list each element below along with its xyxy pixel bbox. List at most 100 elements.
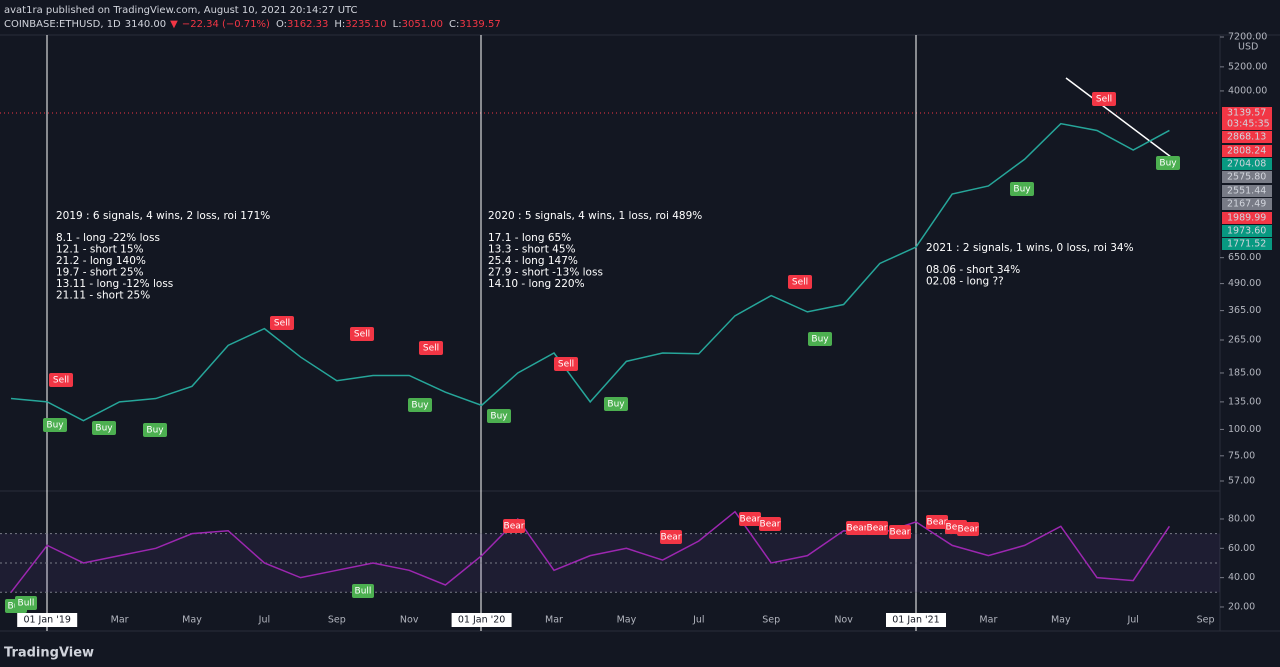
signal-badge (419, 341, 443, 355)
signal-label: Sell (423, 344, 439, 354)
x-tick-label: Mar (111, 615, 129, 626)
signal-badge (1092, 92, 1116, 106)
rsi-tick-label: 40.00 (1228, 572, 1255, 583)
annotation-title: 2019 : 6 signals, 4 wins, 2 loss, roi 17… (56, 210, 270, 222)
x-tick-label: 01 Jan '20 (458, 615, 505, 626)
rsi-tick-label: 20.00 (1228, 601, 1255, 612)
signal-label: Bull (18, 599, 35, 609)
annotation-line: 13.3 - short 45% (488, 244, 576, 256)
signal-label: Bear (946, 523, 967, 533)
price-tag-label: 3139.57 (1227, 108, 1266, 119)
price-tag-label: 1771.52 (1227, 239, 1266, 250)
x-tick-label: May (617, 615, 637, 626)
header-field: 3140.00 (125, 19, 166, 30)
y-tick-label: 135.00 (1228, 396, 1261, 407)
annotation-line: 19.7 - short 25% (56, 267, 144, 279)
signal-badge (503, 519, 525, 533)
y-tick-label: 185.00 (1228, 367, 1261, 378)
x-tick-label: 01 Jan '19 (23, 615, 70, 626)
x-tick-label: Jul (692, 615, 704, 626)
x-tick-label: Sep (762, 615, 780, 626)
signal-badge (43, 418, 67, 432)
annotation-line: 17.1 - long 65% (488, 232, 571, 244)
signal-label: Buy (1159, 159, 1177, 169)
signal-badge (739, 512, 761, 526)
year-label-box (886, 613, 946, 627)
header-field: COINBASE:ETHUSD, 1D (4, 19, 121, 30)
signal-label: Buy (1013, 185, 1031, 195)
signal-label: Buy (95, 424, 113, 434)
signal-badge (15, 596, 37, 610)
annotation-line: 13.11 - long -12% loss (56, 278, 173, 290)
signal-label: Sell (274, 319, 290, 329)
signal-label: Sell (1096, 95, 1112, 105)
x-tick-label: May (1051, 615, 1071, 626)
x-tick-label: 01 Jan '21 (892, 615, 939, 626)
price-tag (1222, 107, 1272, 119)
y-tick-label: 365.00 (1228, 305, 1261, 316)
y-tick-label: 5200.00 (1228, 61, 1267, 72)
signal-label: Bear (927, 518, 948, 528)
price-tag-label: 1989.99 (1227, 213, 1266, 224)
trend-line (1065, 77, 1176, 161)
x-tick-label: May (182, 615, 202, 626)
header-line: avat1ra published on TradingView.com, Au… (4, 5, 358, 16)
y-tick-label: 490.00 (1228, 278, 1261, 289)
annotation-line: 27.9 - short -13% loss (488, 267, 603, 279)
signal-badge (660, 530, 682, 544)
x-tick-label: Nov (400, 615, 419, 626)
y-tick-label: 265.00 (1228, 334, 1261, 345)
price-tag-label: 2868.13 (1227, 132, 1266, 143)
price-tag (1222, 185, 1272, 197)
signal-label: Bear (958, 525, 979, 535)
signal-badge (143, 423, 167, 437)
header-field: −22.34 (−0.71%) (182, 19, 270, 30)
annotation-line: 21.2 - long 140% (56, 255, 146, 267)
header-field: H: (334, 19, 345, 30)
header-field: 3139.57 (459, 19, 500, 30)
signal-badge (49, 373, 73, 387)
price-tag (1222, 118, 1272, 130)
signal-badge (604, 397, 628, 411)
y-tick-label: 100.00 (1228, 424, 1261, 435)
annotation-title: 2021 : 2 signals, 1 wins, 0 loss, roi 34… (926, 242, 1134, 254)
signal-label: Sell (354, 330, 370, 340)
signal-label: Buy (46, 421, 64, 431)
annotation-line: 21.11 - short 25% (56, 290, 150, 302)
signal-badge (487, 409, 511, 423)
signal-badge (1010, 182, 1034, 196)
year-label-box (17, 613, 78, 627)
signal-badge (1156, 156, 1180, 170)
x-tick-label: Sep (1197, 615, 1215, 626)
currency-label: USD (1238, 42, 1258, 53)
brand: TradingView (4, 646, 94, 661)
header-field: 3051.00 (402, 19, 443, 30)
x-tick-label: Jul (1126, 615, 1138, 626)
price-tag-label: 03:45:35 (1227, 119, 1270, 130)
annotation-line: 14.10 - long 220% (488, 278, 585, 290)
signal-badge (350, 327, 374, 341)
price-tag-label: 2167.49 (1227, 199, 1266, 210)
rsi-tick-label: 60.00 (1228, 543, 1255, 554)
price-tag (1222, 212, 1272, 224)
rsi-tick-label: 80.00 (1228, 513, 1255, 524)
signal-badge (788, 275, 812, 289)
signal-label: Bear (740, 515, 761, 525)
x-tick-label: Mar (545, 615, 563, 626)
price-tag (1222, 131, 1272, 143)
signal-label: Sell (53, 376, 69, 386)
price-tag-label: 2551.44 (1227, 186, 1266, 197)
signal-label: Bull (355, 587, 372, 597)
price-tag-label: 2704.08 (1227, 159, 1266, 170)
signal-label: Buy (146, 426, 164, 436)
y-tick-label: 650.00 (1228, 252, 1261, 263)
signal-label: Bear (890, 528, 911, 538)
header-field: L: (393, 19, 402, 30)
y-tick-label: 4000.00 (1228, 85, 1267, 96)
price-tag (1222, 225, 1272, 237)
signal-badge (270, 316, 294, 330)
signal-badge (92, 421, 116, 435)
price-tag-label: 2808.24 (1227, 146, 1266, 157)
price-tag (1222, 198, 1272, 210)
price-tag-label: 2575.80 (1227, 172, 1266, 183)
